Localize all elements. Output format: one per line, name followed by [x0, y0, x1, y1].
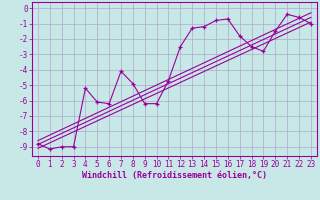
X-axis label: Windchill (Refroidissement éolien,°C): Windchill (Refroidissement éolien,°C) — [82, 171, 267, 180]
